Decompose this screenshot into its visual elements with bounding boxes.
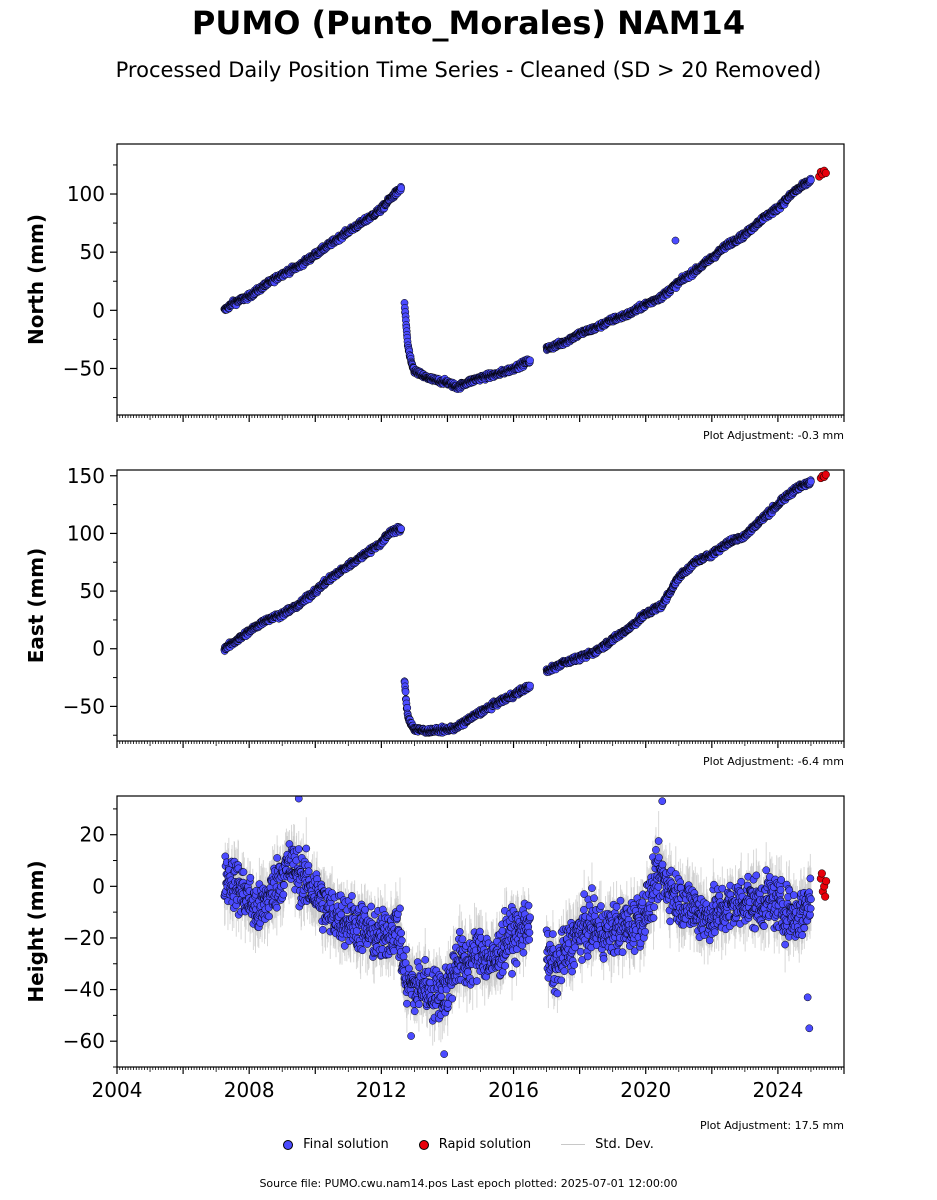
final-solution-point	[397, 184, 406, 193]
plot-area	[220, 470, 830, 737]
plot-area	[220, 166, 830, 394]
rapid-solution-points	[815, 166, 830, 181]
y-axis-label: North (mm)	[24, 214, 48, 345]
chart-subtitle: Processed Daily Position Time Series - C…	[115, 58, 822, 82]
y-tick-label: 50	[80, 240, 105, 264]
y-tick-label: −50	[63, 356, 105, 380]
north-panel: −50 0 50 100 North (mm)	[24, 143, 845, 422]
y-tick-label: 100	[67, 182, 105, 206]
final-solution-point	[671, 236, 680, 245]
rapid-solution-point	[821, 169, 830, 178]
final-solution-point	[526, 356, 534, 365]
final-solution-point	[807, 176, 815, 184]
chart-title: PUMO (Punto_Morales) NAM14	[191, 4, 746, 42]
final-solution-points	[220, 174, 815, 394]
y-tick-label: 0	[92, 298, 105, 322]
